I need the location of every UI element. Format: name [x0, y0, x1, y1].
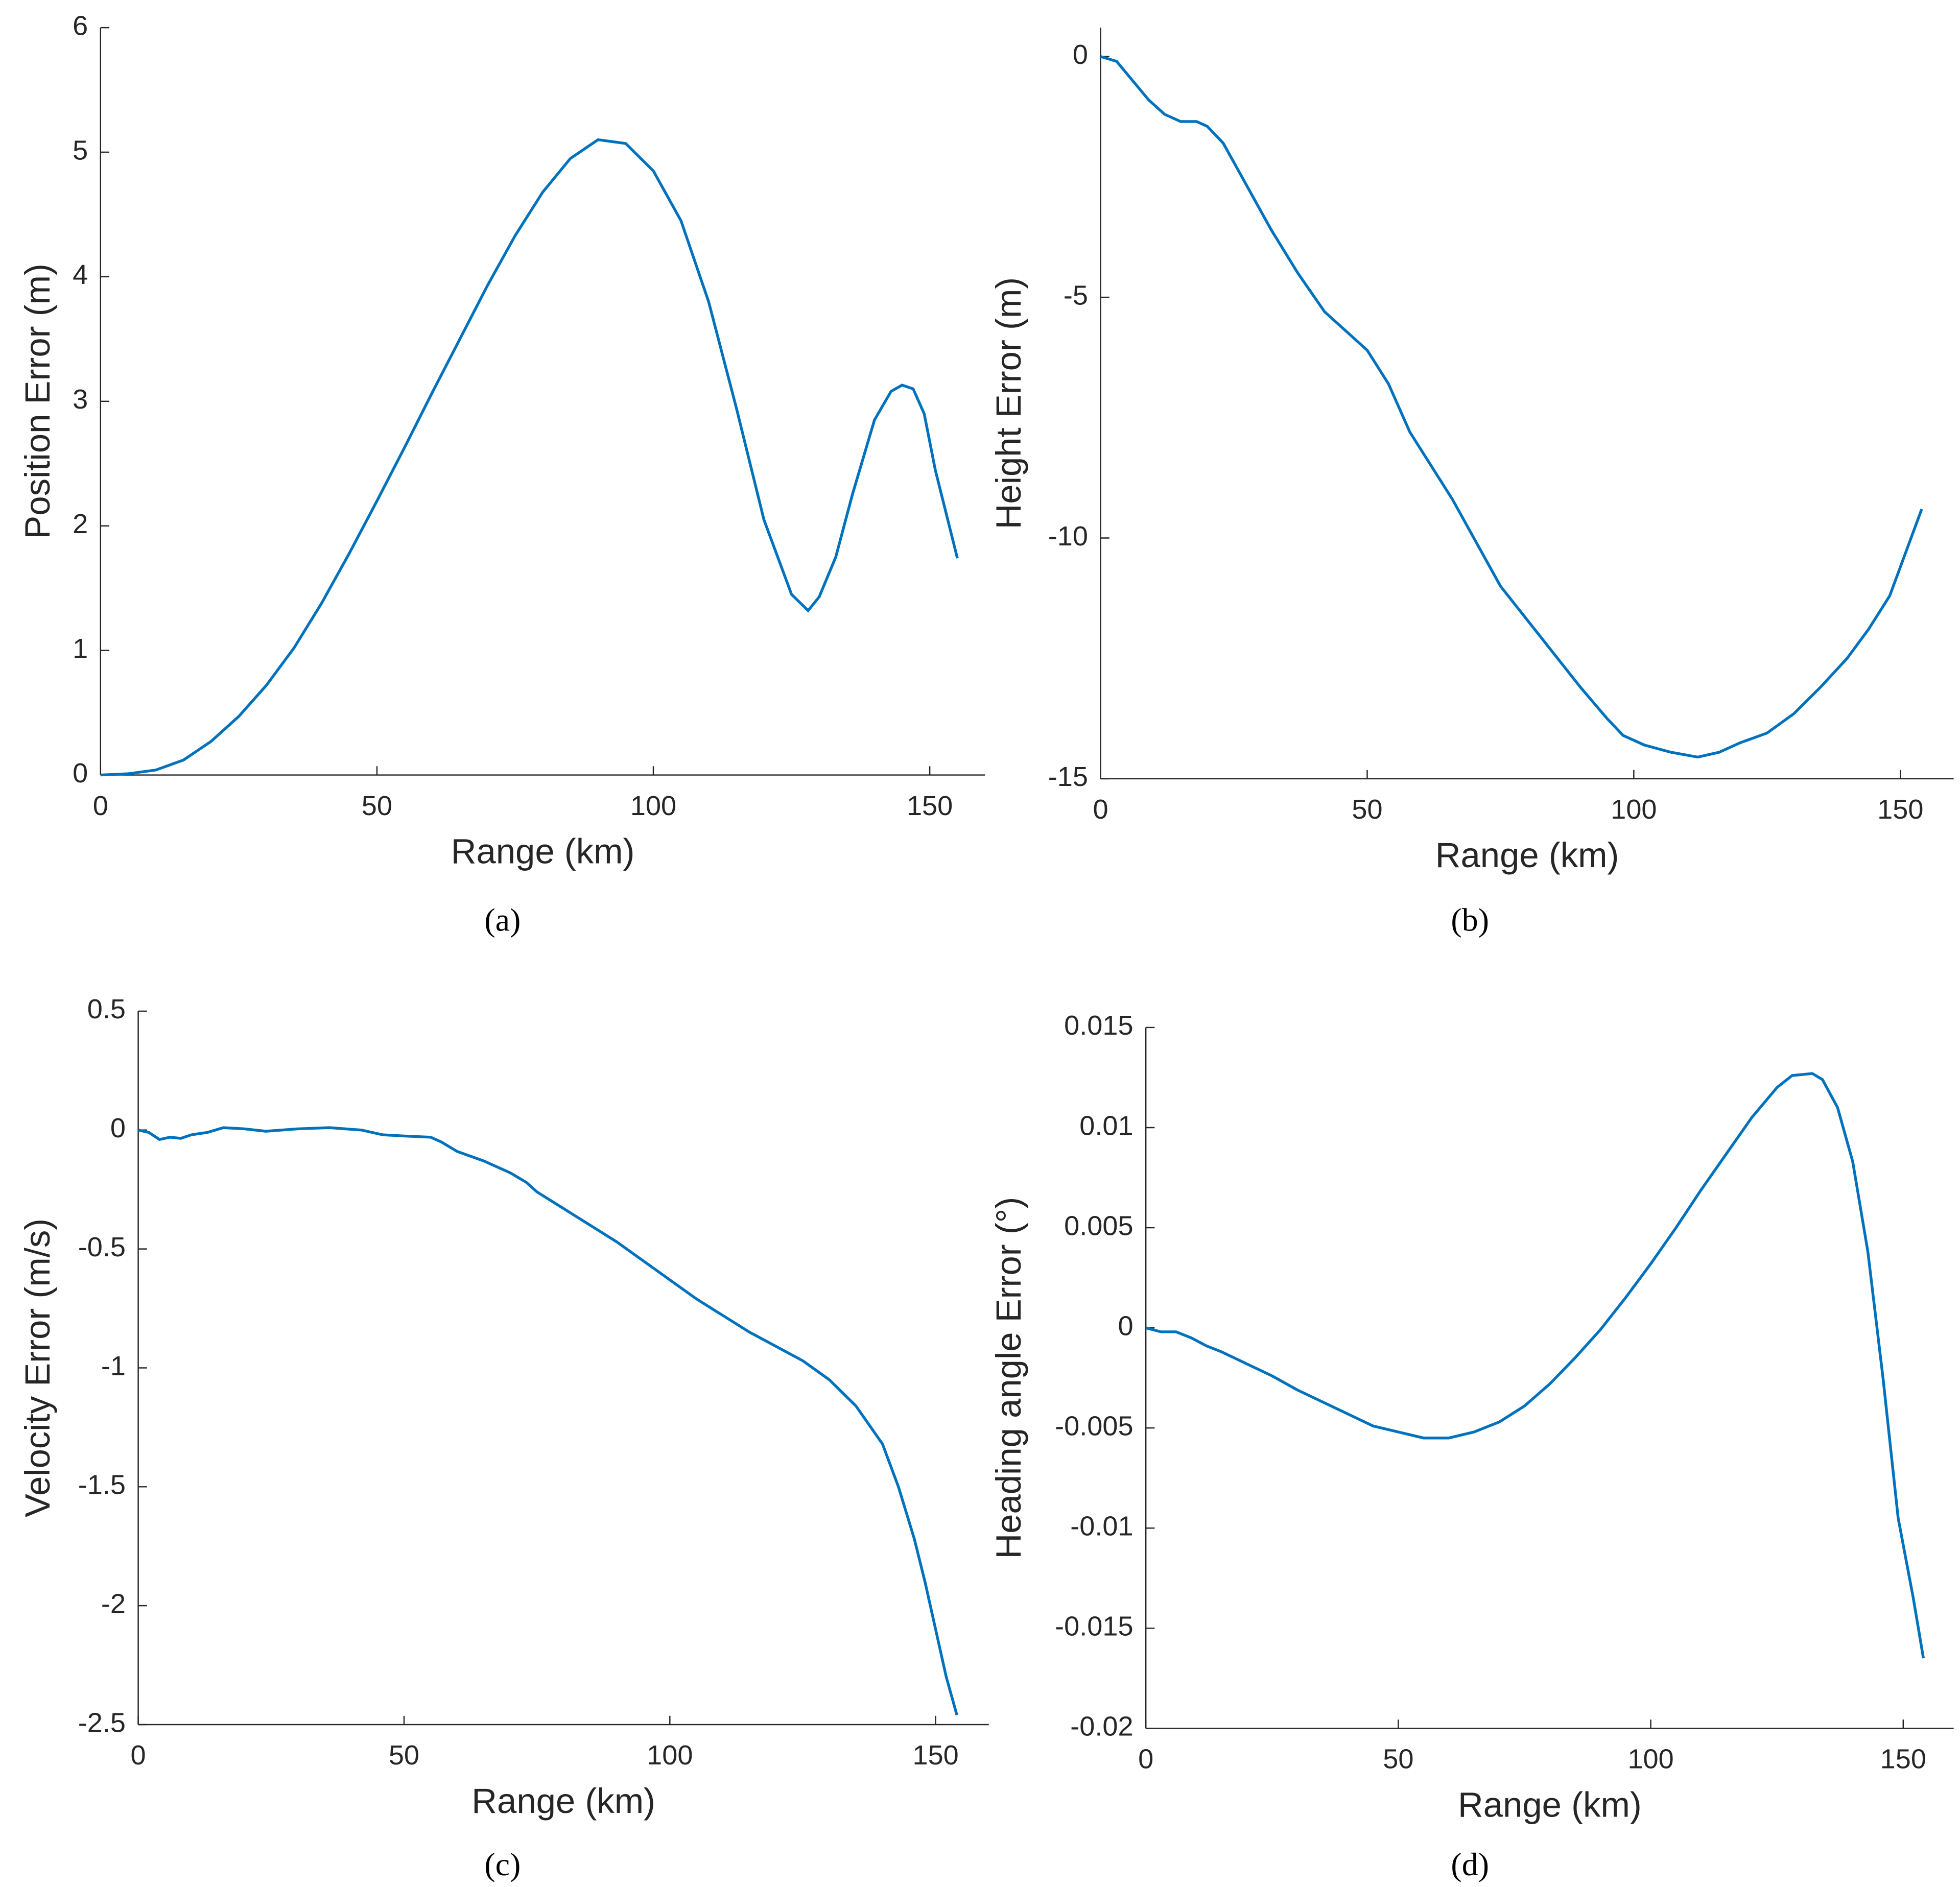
y-tick-label: -0.005 — [1055, 1411, 1133, 1441]
x-axis-label: Range (km) — [471, 1781, 655, 1821]
y-axis-label: Height Error (m) — [989, 277, 1028, 530]
x-tick-label: 150 — [913, 1740, 959, 1771]
x-tick-label: 50 — [1383, 1744, 1413, 1775]
y-tick-label: 0 — [1073, 39, 1088, 70]
y-tick-label: 0.015 — [1064, 1010, 1133, 1041]
x-tick-label: 150 — [907, 791, 953, 821]
x-tick-label: 50 — [1352, 794, 1382, 825]
y-tick-label: -0.5 — [78, 1232, 126, 1262]
y-tick-label: 0.01 — [1079, 1110, 1133, 1141]
caption: (c) — [484, 1846, 521, 1882]
y-tick-label: 5 — [73, 135, 88, 165]
x-axis-label: Range (km) — [1458, 1785, 1642, 1824]
data-line — [100, 138, 959, 777]
caption: (d) — [1451, 1846, 1489, 1882]
y-tick-label: 4 — [73, 259, 88, 290]
x-tick-label: 0 — [1138, 1744, 1153, 1775]
y-tick-label: -15 — [1048, 761, 1088, 792]
y-tick-label: -0.01 — [1070, 1511, 1133, 1542]
x-tick-label: 0 — [131, 1740, 146, 1771]
x-tick-label: 50 — [362, 791, 392, 821]
y-tick-label: -1 — [101, 1351, 126, 1381]
x-tick-label: 100 — [630, 791, 676, 821]
y-tick-label: -5 — [1064, 280, 1088, 310]
x-tick-label: 150 — [1880, 1744, 1926, 1775]
x-tick-label: 100 — [647, 1740, 693, 1771]
y-tick-label: -0.02 — [1070, 1711, 1133, 1742]
y-tick-label: -2.5 — [78, 1707, 126, 1738]
x-tick-label: 0 — [1093, 794, 1108, 825]
y-tick-label: -0.015 — [1055, 1611, 1133, 1642]
y-tick-label: -10 — [1048, 521, 1088, 552]
data-line — [1145, 1072, 1925, 1659]
x-tick-label: 50 — [389, 1740, 419, 1771]
y-tick-label: 0 — [73, 758, 88, 789]
data-line — [1100, 55, 1923, 759]
data-line — [138, 1126, 958, 1716]
y-tick-label: 3 — [73, 384, 88, 415]
y-tick-label: -1.5 — [78, 1470, 126, 1500]
y-tick-label: 0.005 — [1064, 1210, 1133, 1241]
y-tick-label: 1 — [73, 633, 88, 664]
y-tick-label: 6 — [73, 10, 88, 41]
y-tick-label: 0 — [1118, 1310, 1133, 1341]
y-tick-label: 2 — [73, 509, 88, 539]
y-axis-label: Velocity Error (m/s) — [18, 1219, 57, 1517]
x-tick-label: 0 — [93, 791, 108, 821]
x-axis-label: Range (km) — [1435, 835, 1619, 875]
x-axis-label: Range (km) — [451, 832, 635, 871]
x-tick-label: 100 — [1627, 1744, 1673, 1775]
caption: (a) — [484, 901, 521, 938]
caption: (b) — [1451, 901, 1489, 938]
y-axis-label: Heading angle Error (°) — [989, 1197, 1028, 1559]
x-tick-label: 150 — [1877, 794, 1923, 825]
y-tick-label: 0 — [110, 1113, 126, 1143]
y-tick-label: 0.5 — [87, 994, 126, 1024]
y-tick-label: -2 — [101, 1588, 126, 1619]
x-tick-label: 100 — [1611, 794, 1657, 825]
y-axis-label: Position Error (m) — [18, 264, 57, 539]
